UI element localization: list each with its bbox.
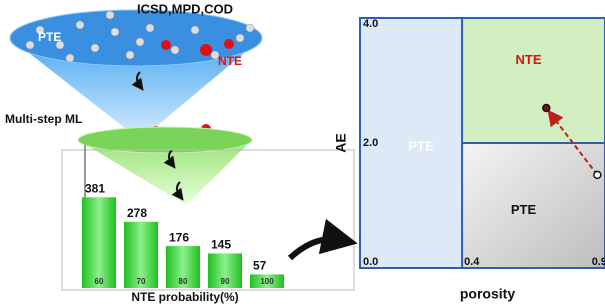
point [543, 105, 550, 112]
value-label: 176 [169, 230, 189, 244]
x-label: porosity [460, 286, 515, 302]
region-label: PTE [408, 138, 434, 153]
ml-top [78, 127, 252, 153]
y-tick-label: 4.0 [363, 18, 378, 30]
pte-label: PTE [38, 30, 61, 44]
big-arrow [290, 239, 340, 258]
x-label: NTE probability(%) [131, 290, 238, 304]
category-label: 90 [221, 277, 230, 286]
x-tick-label: 0.4 [464, 256, 480, 268]
category-label: 70 [137, 277, 146, 286]
y-tick-label: 2.0 [363, 137, 378, 149]
category-label: 60 [95, 277, 104, 286]
category-label: 80 [179, 277, 188, 286]
y-label: AE [333, 133, 349, 152]
figure: ICSD,MPD,COD PTE NTE Multi-step ML 381 60… [0, 0, 605, 304]
value-label: 278 [127, 206, 147, 220]
region-nte [462, 18, 605, 143]
ml-step: Multi-step ML [5, 112, 82, 126]
nte-label: NTE [218, 54, 242, 68]
bar [82, 197, 116, 288]
point [594, 171, 601, 178]
category-label: 100 [260, 277, 274, 286]
sources: ICSD,MPD,COD [137, 1, 233, 16]
region-label: PTE [511, 202, 537, 217]
value-label: 145 [211, 238, 231, 252]
value-label: 381 [85, 181, 105, 195]
y-tick-label: 0.0 [363, 256, 378, 268]
value-label: 57 [253, 259, 267, 273]
region-map: PTE NTE PTE 0.0 2.0 4.0 0.4 0.9 AE porosity [333, 18, 605, 302]
region-label: NTE [516, 52, 542, 67]
x-tick-label: 0.9 [592, 256, 605, 268]
